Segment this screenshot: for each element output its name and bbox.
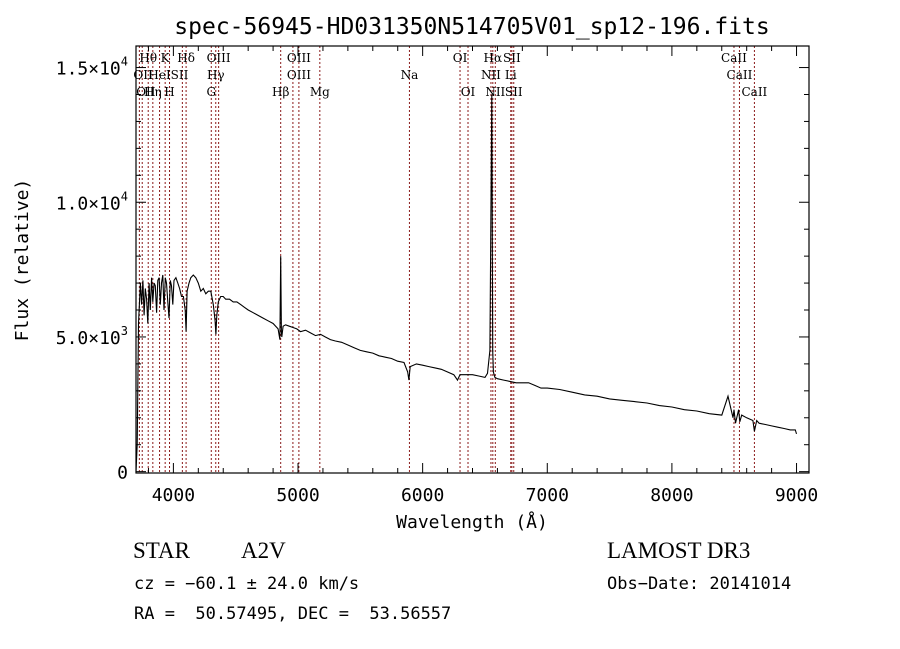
- line-label-4: HeI: [148, 68, 171, 82]
- x-tick-label-2: 6000: [401, 485, 444, 506]
- x-tick-label-1: 5000: [276, 485, 319, 506]
- line-label-12: Hβ: [272, 85, 289, 99]
- y-tick-label-1: 5.0×103: [56, 324, 128, 349]
- line-label-19: NII: [481, 68, 501, 82]
- x-tick-label-0: 4000: [152, 485, 195, 506]
- line-label-15: Mg: [310, 85, 330, 99]
- line-label-14: OIII: [287, 51, 311, 65]
- spectral-line-markers: [138, 46, 755, 473]
- line-label-11: OIII: [207, 51, 231, 65]
- redshift-cz: cz = −60.1 ± 24.0 km/s: [134, 574, 360, 594]
- x-axis-label: Wavelength (Å): [396, 511, 548, 533]
- y-tick-label-3: 1.5×104: [56, 55, 128, 80]
- line-label-17: OI: [453, 51, 468, 65]
- line-label-27: CaII: [741, 85, 767, 99]
- line-label-7: SII: [171, 68, 189, 82]
- chart-title: spec-56945-HD031350N514705V01_sp12-196.f…: [174, 14, 769, 40]
- y-tick-label-0: 0: [117, 463, 128, 484]
- line-label-10: Hγ: [207, 68, 225, 82]
- spectral-line-labels: OII OII Hθ Hη HeI K H SII Hδ G Hγ OIII Hβ OIII OIII Mg N…: [133, 51, 767, 99]
- y-axis-label: Flux (relative): [12, 179, 33, 342]
- line-label-18: OI: [461, 85, 476, 99]
- line-label-22: Li: [505, 68, 517, 82]
- y-axis-ticks: 0 5.0×103 1.0×104 1.5×104: [56, 55, 809, 484]
- x-axis-ticks: 4000 5000 6000 7000 8000 9000: [147, 46, 818, 506]
- line-label-9: G: [206, 85, 216, 99]
- y-tick-label-2: 1.0×104: [56, 189, 128, 214]
- line-label-5: K: [161, 51, 171, 65]
- x-tick-label-4: 8000: [650, 485, 693, 506]
- line-label-8: Hδ: [177, 51, 195, 65]
- subclass: A2V: [241, 538, 286, 563]
- line-label-13: OIII: [287, 68, 311, 82]
- line-label-1: OII: [136, 85, 156, 99]
- object-class: STAR: [133, 538, 190, 563]
- line-label-16: Na: [401, 68, 419, 82]
- line-label-21: NII: [485, 85, 505, 99]
- survey-name: LAMOST DR3: [607, 538, 751, 563]
- line-label-24: SII: [505, 85, 523, 99]
- coordinates: RA = 50.57495, DEC = 53.56557: [134, 604, 452, 624]
- line-label-0: OII: [133, 68, 153, 82]
- line-label-23: SII: [503, 51, 521, 65]
- spectrum-series-line: [135, 94, 798, 472]
- plot-frame: [135, 45, 810, 474]
- x-tick-label-3: 7000: [526, 485, 569, 506]
- line-label-6: H: [164, 85, 174, 99]
- line-label-20: Hα: [484, 51, 503, 65]
- line-label-3: Hη: [144, 85, 162, 99]
- line-label-2: Hθ: [139, 51, 157, 65]
- line-label-25: CaII: [721, 51, 747, 65]
- obs-date: Obs−Date: 20141014: [607, 574, 792, 594]
- line-label-26: CaII: [727, 68, 753, 82]
- x-tick-label-5: 9000: [775, 485, 818, 506]
